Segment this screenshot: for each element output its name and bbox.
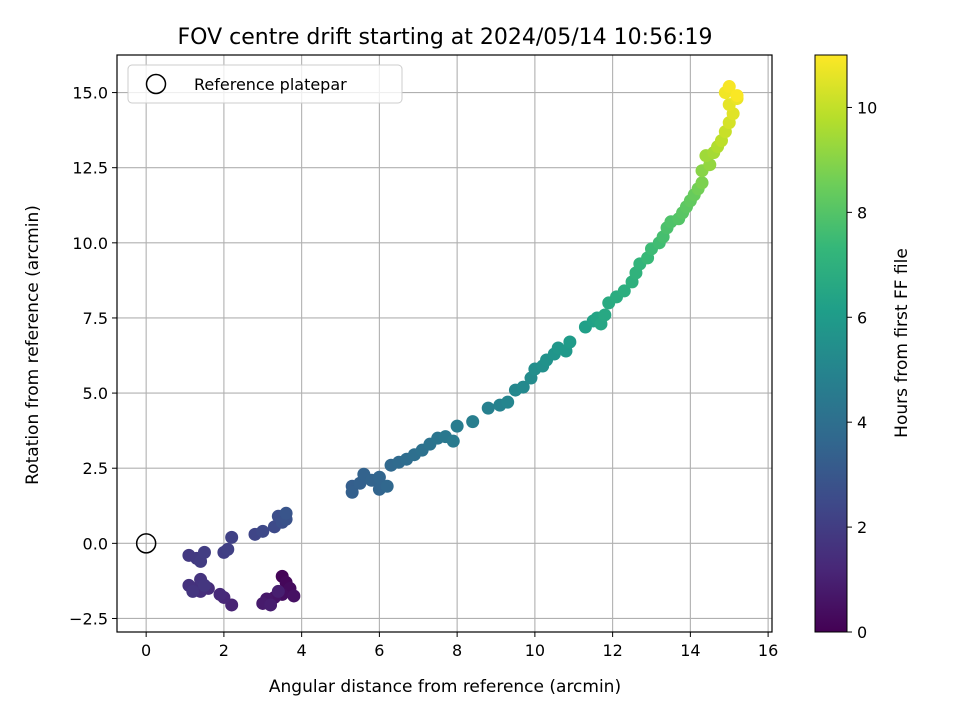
colorbar-tick-label: 0 — [857, 623, 867, 642]
colorbar-tick-label: 2 — [857, 518, 867, 537]
data-point — [380, 479, 394, 493]
axes: 0 2 4 6 8 10 12 14 16 −2.5 0.0 2.5 5.0 7.5 10.0 12.5 15.… — [69, 54, 778, 660]
colorbar-ticks: 0 2 4 6 8 10 — [847, 98, 877, 642]
y-tick-label: −2.5 — [69, 609, 108, 628]
legend-entry-reference: Reference platepar — [194, 75, 347, 94]
x-tick-label: 6 — [374, 641, 384, 660]
x-axis-label: Angular distance from reference (arcmin) — [269, 677, 621, 697]
y-tick-label: 2.5 — [83, 459, 108, 478]
x-tick-label: 8 — [452, 641, 462, 660]
data-point — [225, 530, 239, 544]
x-tick-label: 10 — [525, 641, 545, 660]
legend: Reference platepar — [127, 64, 403, 104]
colorbar-tick-label: 10 — [857, 98, 877, 117]
data-point — [197, 545, 211, 559]
data-point — [345, 485, 359, 499]
data-point — [372, 470, 386, 484]
colorbar-tick-label: 4 — [857, 413, 867, 432]
y-tick-label: 10.0 — [72, 234, 108, 253]
data-point — [446, 434, 460, 448]
x-tick-label: 0 — [141, 641, 151, 660]
data-point — [221, 542, 235, 556]
y-tick-label: 0.0 — [83, 534, 108, 553]
data-point — [279, 506, 293, 520]
data-point — [516, 380, 530, 394]
colorbar-gradient — [815, 55, 847, 632]
data-point — [695, 176, 709, 190]
legend-frame — [127, 64, 403, 104]
colorbar: 0 2 4 6 8 10 Hours from first FF file — [814, 54, 912, 642]
data-point — [264, 598, 278, 612]
data-point — [256, 524, 270, 538]
colorbar-tick-label: 6 — [857, 308, 867, 327]
data-point — [287, 589, 301, 603]
y-tick-label: 15.0 — [72, 84, 108, 103]
data-point — [730, 89, 744, 103]
y-tick-label: 12.5 — [72, 159, 108, 178]
colorbar-tick-label: 8 — [857, 203, 867, 222]
colorbar-label: Hours from first FF file — [892, 248, 912, 438]
data-point — [481, 401, 495, 415]
y-tick-label: 5.0 — [83, 384, 108, 403]
data-point — [450, 419, 464, 433]
legend-marker — [145, 73, 167, 95]
y-tick-label: 7.5 — [83, 309, 108, 328]
data-point — [617, 284, 631, 298]
data-points — [182, 80, 744, 612]
data-point — [186, 584, 200, 598]
data-point — [501, 395, 515, 409]
x-tick-label: 2 — [219, 641, 229, 660]
reference-platepar-marker — [135, 533, 157, 554]
x-tick-label: 4 — [297, 641, 307, 660]
x-tick-label: 16 — [758, 641, 778, 660]
data-point — [213, 587, 227, 601]
colorbar-frame — [814, 54, 848, 633]
data-point — [563, 335, 577, 349]
data-point — [271, 584, 285, 598]
x-tick-label: 14 — [680, 641, 700, 660]
data-point — [466, 415, 480, 429]
data-point — [598, 308, 612, 322]
data-point — [722, 80, 736, 94]
x-tick-label: 12 — [602, 641, 622, 660]
plot-frame — [116, 54, 773, 633]
grid — [117, 55, 772, 632]
y-axis-label: Rotation from reference (arcmin) — [23, 205, 43, 485]
data-point — [197, 578, 211, 592]
reference-layer — [135, 533, 157, 554]
chart-title: FOV centre drift starting at 2024/05/14 … — [178, 25, 713, 50]
